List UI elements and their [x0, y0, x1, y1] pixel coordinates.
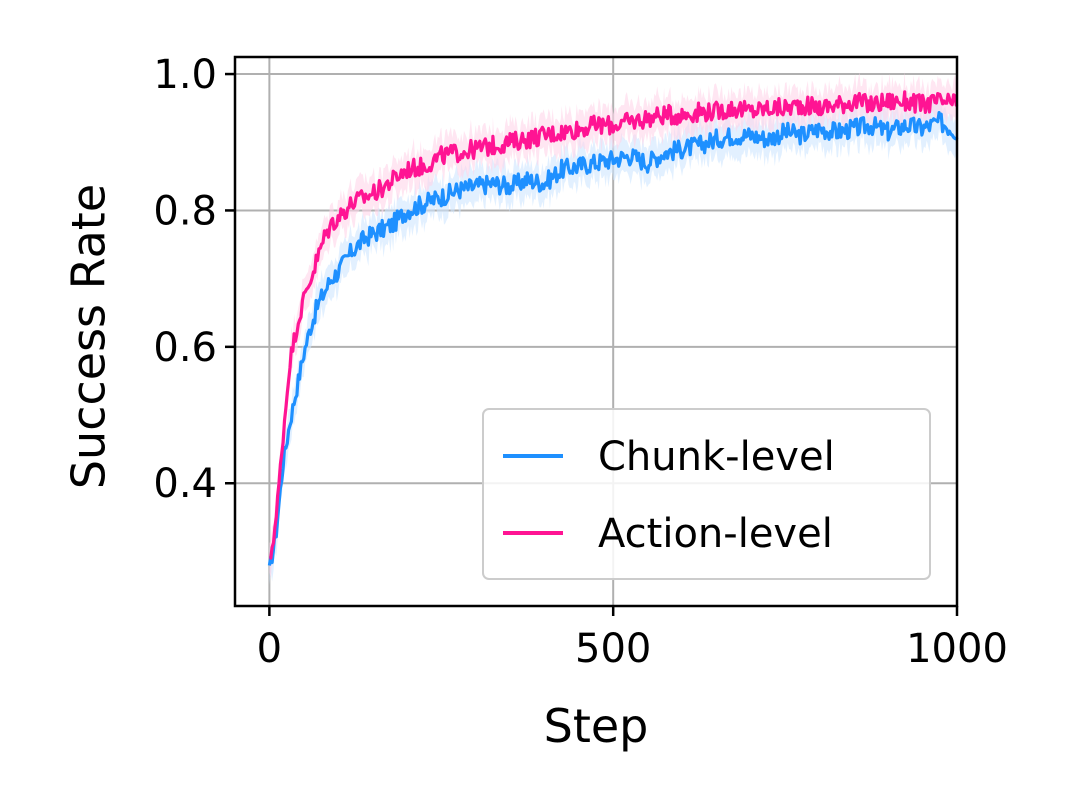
legend-box: [482, 408, 931, 580]
axis-ticks: 0 500 1000 0.4 0.6 0.8 1.0: [153, 52, 1008, 672]
y-tick-label: 1.0: [153, 52, 217, 98]
legend: Chunk-level Action-level: [482, 408, 931, 580]
series-lines: [267, 90, 959, 566]
x-tick-label: 1000: [906, 626, 1008, 672]
series-line-action-level: [269, 90, 959, 560]
y-tick-label: 0.6: [153, 325, 217, 371]
band-chunk-level: [269, 91, 957, 585]
series-line-chunk-level: [267, 110, 959, 566]
legend-label-chunk-level: Chunk-level: [598, 434, 835, 480]
y-axis-label: Success Rate: [62, 184, 116, 489]
x-tick-label: 0: [257, 626, 282, 672]
y-tick-label: 0.4: [153, 461, 217, 507]
y-tick-label: 0.8: [153, 188, 217, 234]
x-axis-label: Step: [544, 699, 649, 753]
x-tick-label: 500: [575, 626, 651, 672]
plot-frame: [233, 55, 959, 608]
legend-label-action-level: Action-level: [598, 511, 833, 557]
